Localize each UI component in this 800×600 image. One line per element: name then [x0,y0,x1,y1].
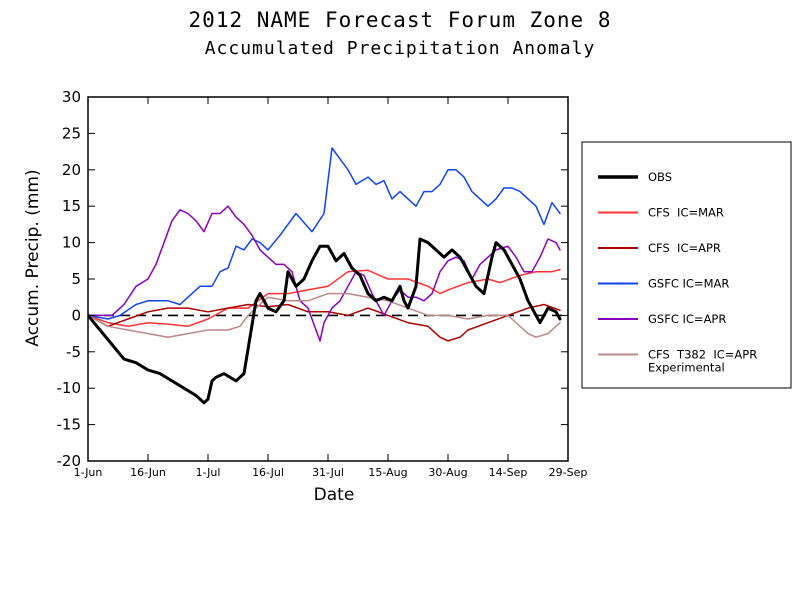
legend-label: CFS T382 IC=APR [648,348,757,362]
y-tick-label: 10 [62,234,81,252]
x-tick-label: 1-Jul [196,466,221,479]
series-line-cfs-ic-mar [88,268,561,328]
x-axis-label: Date [314,485,355,505]
legend-label: GSFC IC=MAR [648,277,729,291]
y-tick-label: 30 [62,88,81,106]
y-tick-label: -20 [57,452,82,470]
y-tick-label: -5 [66,343,81,361]
x-tick-label: 31-Jul [312,466,344,479]
legend-label: CFS IC=MAR [648,206,724,220]
y-tick-label: 20 [62,161,81,179]
y-tick-label: -10 [57,379,82,397]
y-tick-label: 15 [62,197,81,215]
series-line-obs [88,237,562,405]
chart-subtitle: Accumulated Precipitation Anomaly [204,38,596,59]
legend-label: OBS [648,170,672,184]
y-tick-label: 5 [71,270,81,288]
x-tick-label: 1-Jun [74,466,103,479]
legend-label: CFS IC=APR [648,241,721,255]
series-line-gsfc-ic-mar [88,147,561,320]
x-tick-label: 29-Sep [549,466,588,479]
x-tick-label: 15-Aug [368,466,407,479]
x-tick-label: 16-Jul [252,466,284,479]
x-tick-label: 16-Jun [130,466,166,479]
series-line-cfs-ic-apr [88,303,561,342]
y-tick-label: 25 [62,124,81,142]
x-tick-label: 30-Aug [428,466,467,479]
y-axis-label: Accum. Precip. (mm) [23,169,43,346]
legend [581,141,792,389]
y-tick-label: -15 [57,416,82,434]
series-line-gsfc-ic-apr [88,205,561,342]
chart-title: 2012 NAME Forecast Forum Zone 8 [188,8,612,32]
legend-label: GSFC IC=APR [648,312,726,326]
plot-area [87,96,569,462]
legend-label-line2: Experimental [648,361,725,375]
x-tick-label: 14-Sep [489,466,528,479]
series-line-cfs-t382-ic-apr [88,292,561,338]
y-tick-label: 0 [71,306,81,324]
